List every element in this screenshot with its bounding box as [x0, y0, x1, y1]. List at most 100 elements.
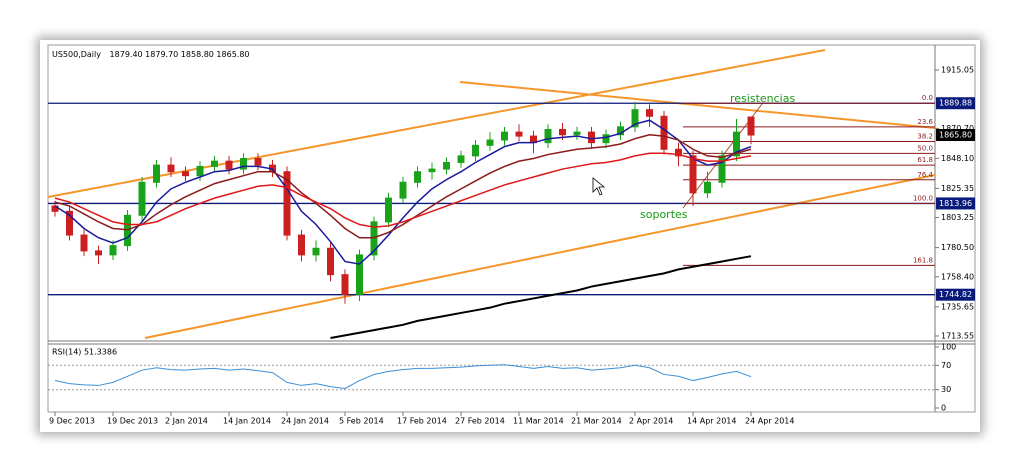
- x-tick-label: 24 Apr 2014: [745, 417, 794, 426]
- candle-body: [95, 250, 102, 256]
- fib-label: 61.8: [917, 156, 933, 164]
- fib-label: 161.8: [913, 256, 933, 264]
- candle-body: [515, 131, 523, 137]
- level-label: 1813.96: [939, 199, 972, 208]
- fib-label: 100.0: [913, 194, 933, 202]
- chart-border: [47, 44, 976, 413]
- y-tick-label: 1915.05: [941, 66, 974, 75]
- candle-body: [327, 247, 334, 276]
- cursor: [592, 177, 606, 196]
- y-tick-label: 1803.25: [941, 213, 974, 222]
- x-tick-label: 27 Feb 2014: [455, 417, 505, 426]
- annotation: resistencias: [730, 92, 795, 105]
- candle-body: [225, 160, 233, 170]
- candle-body: [196, 165, 204, 177]
- candle-body: [341, 274, 349, 295]
- candle-body: [457, 155, 465, 163]
- candle-body: [602, 134, 610, 144]
- fib-label: 50.0: [917, 144, 933, 152]
- x-tick-label: 21 Mar 2014: [571, 417, 622, 426]
- candle-body: [501, 131, 508, 141]
- candle-body: [182, 171, 189, 177]
- channel-lower: [144, 174, 936, 339]
- candle-body: [356, 254, 363, 295]
- rsi-title: RSI(14) 51.3386: [52, 348, 117, 357]
- x-tick-label: 17 Feb 2014: [397, 417, 447, 426]
- y-tick-label: 1780.50: [941, 243, 974, 252]
- y-tick-label: 1848.10: [941, 154, 974, 163]
- candle-body: [254, 158, 262, 166]
- x-tick-label: 24 Jan 2014: [281, 417, 329, 426]
- candle-body: [385, 197, 392, 223]
- candle-body: [443, 161, 450, 170]
- candle-body: [66, 210, 73, 236]
- x-tick-label: 2 Jan 2014: [165, 417, 208, 426]
- candle-body: [631, 109, 639, 128]
- candle-body: [240, 158, 247, 170]
- y-tick-label: 70: [941, 361, 951, 370]
- candle-body: [399, 181, 407, 199]
- y-tick-label: 1825.35: [941, 184, 974, 193]
- candle-body: [472, 144, 479, 157]
- moving-average: [330, 255, 752, 340]
- last-price-label: 1865.80: [939, 131, 972, 140]
- level-box: [936, 197, 975, 210]
- candle-body: [559, 128, 566, 136]
- x-tick-label: 14 Jan 2014: [223, 417, 271, 426]
- candle-body: [660, 115, 668, 150]
- fib-label: 38.2: [917, 133, 933, 141]
- candle-body: [167, 164, 175, 173]
- ohlc: 1879.40 1879.70 1858.80 1865.80: [110, 50, 250, 59]
- y-tick-label: 100: [941, 343, 956, 352]
- chart-header: US500,Daily 1879.40 1879.70 1858.80 1865…: [52, 50, 250, 59]
- candle-body: [486, 139, 494, 146]
- moving-average: [54, 152, 752, 228]
- level-label: 1889.88: [939, 99, 972, 108]
- candle-body: [312, 247, 320, 256]
- y-tick-label: 1713.55: [941, 331, 974, 340]
- x-tick-label: 14 Apr 2014: [687, 417, 736, 426]
- x-tick-label: 5 Feb 2014: [339, 417, 384, 426]
- rsi-line: [54, 364, 752, 389]
- trend-resistance: [459, 81, 936, 129]
- level-label: 1744.82: [939, 290, 972, 299]
- y-tick-label: 1735.65: [941, 302, 974, 311]
- x-tick-label: 19 Dec 2013: [107, 417, 158, 426]
- level-box: [936, 288, 975, 301]
- fib-label: 0.0: [922, 94, 933, 102]
- candle-body: [138, 181, 146, 216]
- candle-body: [298, 234, 305, 256]
- candle-body: [646, 109, 653, 117]
- candle-body: [109, 245, 117, 256]
- candle-body: [747, 116, 755, 136]
- candle-body: [718, 155, 726, 183]
- candle-body: [573, 131, 581, 136]
- y-tick-label: 30: [941, 385, 951, 394]
- x-tick-label: 11 Mar 2014: [513, 417, 564, 426]
- candle-body: [588, 131, 595, 144]
- candle-body: [153, 164, 160, 183]
- candle-body: [211, 160, 218, 167]
- candle-body: [80, 234, 88, 252]
- last-price-box: [936, 129, 975, 142]
- candle-body: [733, 131, 740, 157]
- candle-body: [414, 171, 421, 183]
- moving-average: [54, 133, 752, 239]
- candle-body: [675, 148, 682, 157]
- moving-average: [54, 119, 752, 265]
- candle-body: [689, 155, 697, 194]
- candle-body: [704, 181, 711, 194]
- candle-body: [283, 171, 291, 236]
- y-tick-label: 1870.70: [941, 124, 974, 133]
- channel-upper: [47, 49, 826, 198]
- fib-label: 76.4: [917, 171, 933, 179]
- x-tick-label: 9 Dec 2013: [49, 417, 95, 426]
- y-tick-label: 0: [941, 404, 946, 413]
- fib-label: 23.6: [917, 118, 933, 126]
- annotation: soportes: [640, 208, 688, 221]
- level-box: [936, 97, 975, 110]
- x-tick-label: 2 Apr 2014: [629, 417, 673, 426]
- candle-body: [428, 168, 436, 173]
